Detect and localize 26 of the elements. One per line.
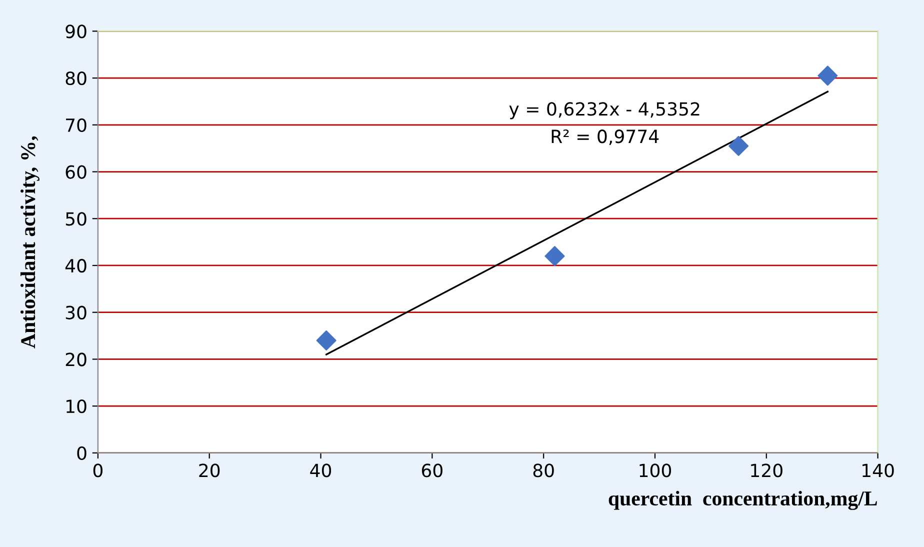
x-tick-label: 20	[199, 464, 220, 478]
point	[544, 246, 565, 266]
x-tick-label: 40	[310, 464, 332, 478]
point	[316, 330, 336, 350]
y-tick-label: 20	[66, 352, 86, 366]
x-tick-label: 120	[751, 464, 782, 478]
y-tick-label: 90	[66, 24, 86, 38]
y-tick-label: 60	[66, 165, 86, 179]
y-axis-title: Antioxidant activity, %,	[20, 136, 40, 348]
point	[728, 136, 749, 156]
y-tick-label: 50	[66, 212, 86, 226]
point	[818, 66, 838, 86]
y-tick-label: 30	[66, 306, 86, 320]
y-tick-label: 0	[77, 446, 86, 460]
x-axis-title: quercetin concentration,mg/L	[608, 490, 877, 510]
x-tick-label: 0	[93, 464, 102, 478]
y-tick-label: 70	[66, 118, 86, 132]
y-tick-label: 80	[66, 72, 86, 86]
y-tick-label: 40	[65, 258, 86, 273]
x-tick-label: 100	[640, 464, 672, 478]
annotation: R² = 0,9774	[552, 130, 659, 146]
x-tick-label: 60	[422, 464, 442, 478]
y-tick-label: 10	[66, 400, 86, 414]
x-tick-label: 80	[533, 464, 554, 478]
annotation: y = 0,6232x - 4,5352	[509, 102, 700, 120]
x-tick-label: 140	[862, 464, 894, 478]
